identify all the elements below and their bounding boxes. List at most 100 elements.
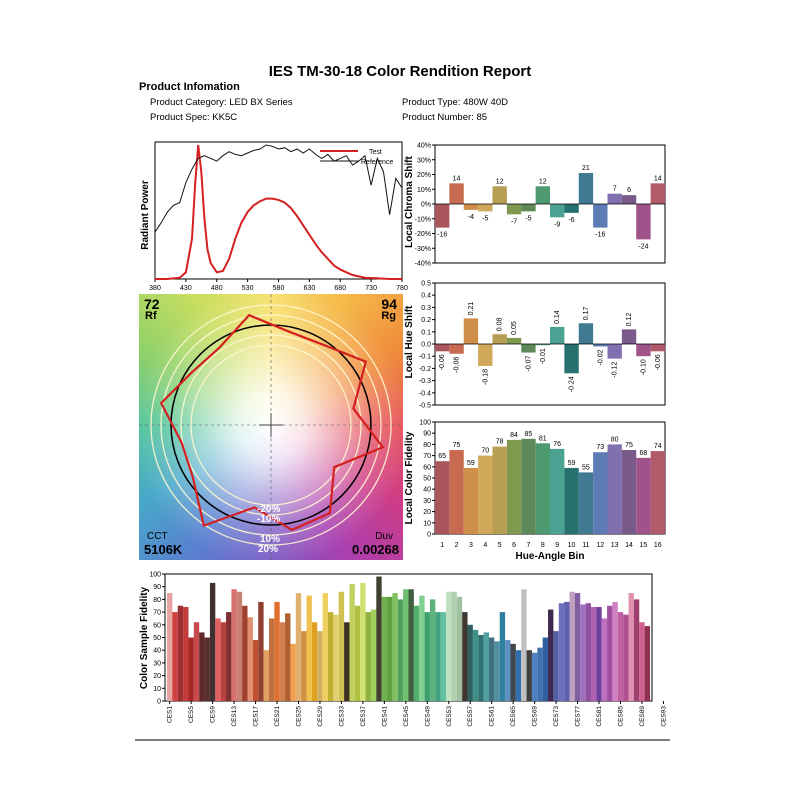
ces-bar-78 [580,604,586,701]
ces-ytick-label-9: 90 [153,584,161,591]
ces-bar-67 [521,589,527,701]
chroma-value-label-16: 14 [654,175,662,182]
hue-ytick-label-10: 0.5 [421,281,431,288]
ces-xtick-label-23: CES93 [660,706,667,727]
ces-ytick-label-1: 10 [153,686,161,693]
rf-value: 72 [144,296,160,312]
fidelity-xtick-label-6: 6 [512,542,516,549]
ces-xtick-label-12: CES49 [424,706,431,727]
ces-bar-22 [279,622,286,701]
chroma-bar-4 [478,204,493,212]
fidelity-xtick-label-14: 14 [625,542,633,549]
hue-bar-4 [478,344,493,366]
fidelity-bar-6 [506,439,522,534]
product-info-heading: Product Infomation [139,81,240,93]
fidelity-bar-16 [650,451,665,534]
ces-bar-77 [574,593,581,701]
fidelity-xtick-label-13: 13 [611,542,619,549]
ces-bar-27 [306,595,312,701]
ces-xtick-label-4: CES17 [253,706,260,727]
ces-bar-51 [435,612,441,701]
ces-bar-81 [596,607,602,701]
hue-value-label-7: -0.07 [525,355,532,371]
ces-xtick-label-15: CES61 [489,706,496,727]
chroma-value-label-3: -4 [468,214,474,221]
ces-xtick-label-19: CES77 [575,706,582,727]
spd-xtick-label-4: 580 [273,285,285,292]
spd-ylabel: Radiant Power [140,180,151,250]
spd-xtick-label-7: 730 [365,285,377,292]
ces-bar-16 [247,617,253,701]
chroma-value-label-8: 12 [539,178,547,185]
fidelity-ytick-label-9: 90 [423,431,431,438]
ces-bar-3 [177,605,184,701]
fidelity-xtick-label-4: 4 [483,542,487,549]
ces-bar-42 [387,596,393,701]
fidelity-ytick-label-0: 0 [427,532,431,539]
ces-xtick-label-16: CES65 [510,706,517,727]
chroma-bar-1 [435,204,450,228]
chroma-bar-5 [492,186,507,204]
duv-label: Duv [375,531,393,542]
hue-value-label-1: -0.06 [439,354,446,370]
fidelity-value-label-2: 75 [453,442,461,449]
test-gamut-polygon [159,313,385,532]
fidelity-value-label-16: 74 [654,443,662,450]
ces-bar-60 [483,632,489,701]
product-type: Product Type: 480W 40D [402,97,508,108]
chroma-value-label-14: 6 [627,187,631,194]
fidelity-value-label-9: 76 [553,441,561,448]
fidelity-bar-3 [463,467,479,534]
fidelity-bar-2 [449,450,464,534]
product-spec: Product Spec: KK5C [150,112,238,123]
hue-value-label-10: -0.24 [569,376,576,392]
hue-bar-9 [550,326,565,344]
chroma-ytick-label-5: 10% [417,187,431,194]
ces-ytick-label-3: 30 [153,660,161,667]
chroma-bar-11 [578,173,594,204]
hue-value-label-2: -0.08 [454,357,461,373]
hue-ytick-label-3: -0.2 [419,366,431,373]
chroma-bar-8 [535,186,550,204]
ces-bar-85 [617,612,624,701]
ces-bar-63 [499,612,506,701]
fidelity-xtick-label-10: 10 [568,542,576,549]
local-hue-shift-chart: Local Hue Shift -0.5 -0.4 -0.3 -0.2 -0.1 0.0 0… [404,281,666,410]
ces-bar-52 [440,612,447,701]
hue-ytick-label-1: -0.4 [419,390,431,397]
fidelity-xlabel: Hue-Angle Bin [516,551,585,562]
hue-value-label-5: 0.08 [497,318,504,332]
chroma-value-label-11: 21 [582,165,590,172]
ces-bar-74 [558,603,565,701]
ces-bar-7 [199,632,205,701]
fidelity-bar-7 [521,438,536,534]
fidelity-value-label-8: 81 [539,435,547,442]
chroma-value-label-6: -7 [511,218,517,225]
ces-bar-87 [628,593,634,701]
ces-bar-70 [537,647,543,701]
ring-label-plus20: 20% [258,544,279,555]
hue-ytick-label-0: -0.5 [419,403,431,410]
chroma-value-label-1: -16 [437,232,447,239]
hue-value-label-11: 0.17 [583,307,590,321]
hue-bar-14 [621,329,637,344]
fidelity-ytick-label-4: 40 [423,487,431,494]
ces-bar-35 [349,584,355,701]
ces-bar-65 [510,643,516,701]
ces-xtick-label-5: CES21 [274,706,281,727]
ces-bar-48 [419,595,425,701]
chroma-value-label-4: -5 [482,215,488,222]
ces-bar-41 [381,596,388,701]
chroma-bar-7 [521,204,536,212]
fidelity-ytick-label-1: 10 [423,520,431,527]
ces-bar-17 [252,640,259,701]
ces-bar-56 [462,612,468,701]
ring-guide-2 [160,314,382,536]
ces-bar-43 [392,593,398,701]
ces-bar-83 [607,605,613,701]
ces-xtick-label-21: CES85 [617,706,624,727]
fidelity-value-label-3: 59 [467,460,475,467]
chroma-ylabel: Local Chroma Shift [404,155,415,247]
ces-bar-69 [531,652,538,701]
hue-value-label-4: -0.18 [482,369,489,385]
